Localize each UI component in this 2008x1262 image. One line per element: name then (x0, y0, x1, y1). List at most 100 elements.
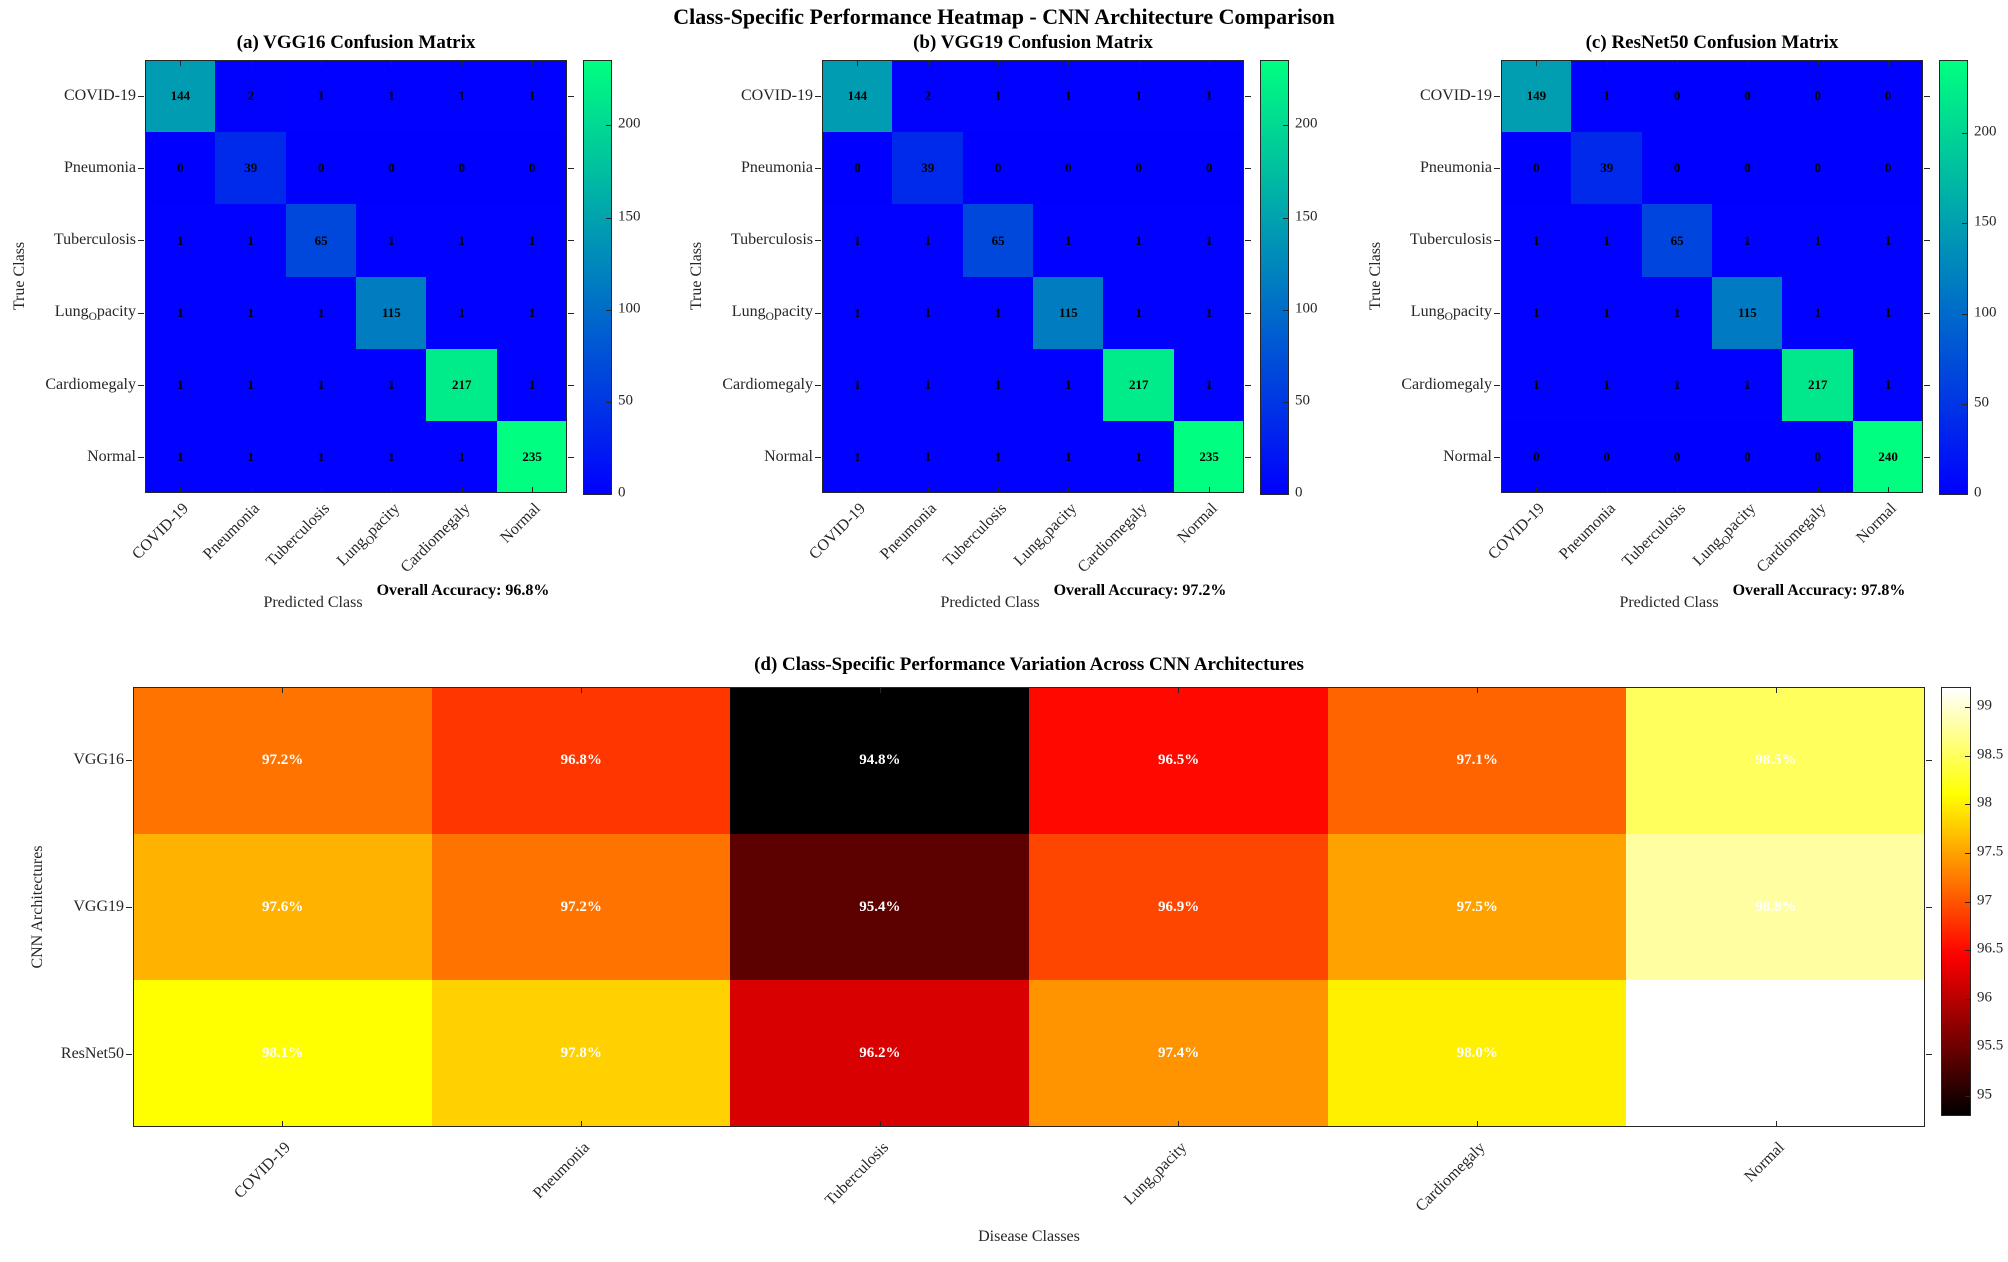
panel-a-colorbar (583, 60, 612, 495)
colorbar-tick-mark (606, 217, 611, 219)
colorbar-tick-mark (1965, 804, 1970, 806)
tick-mark (1924, 456, 1930, 458)
matrix-cell: 39 (215, 132, 287, 205)
matrix-cell: 0 (1571, 420, 1643, 494)
colorbar-tick-label: 200 (1974, 123, 1997, 140)
matrix-cell: 1 (962, 276, 1034, 350)
matrix-cell-value: 0 (317, 160, 325, 176)
panel-c-heatmap-axes: 149 1 0 0 0 0 0 39 0 0 0 0 1 1 65 1 1 1 1 1 1 115 1 1 1 1 1 1 217 1 0 0… (1494, 60, 1930, 494)
y-tick-label: Pneumonia (1420, 159, 1492, 177)
matrix-cell-value: 1 (247, 376, 254, 392)
matrix-cell: 1 (892, 420, 964, 494)
tick-mark (1494, 456, 1500, 458)
matrix-cell-value: 1 (994, 449, 1002, 465)
x-tick-label: Cardiomegaly (1074, 500, 1151, 577)
tick-mark (320, 487, 322, 493)
tick-mark (250, 487, 252, 493)
tick-mark (568, 96, 574, 98)
panel-d-x-axis-label: Disease Classes (978, 1228, 1080, 1245)
x-tick-label: LungOpacity (333, 500, 404, 570)
tick-mark (138, 168, 144, 170)
matrix-cell-value: 1 (1205, 232, 1213, 248)
colorbar-tick-label: 0 (1974, 484, 1982, 501)
matrix-cell: 1 (1033, 420, 1104, 494)
matrix-cell: 1 (1103, 204, 1175, 277)
matrix-cell-value: 1 (1603, 88, 1610, 104)
tick-mark (1924, 240, 1930, 242)
tick-mark (126, 907, 132, 908)
y-tick-label: LungOpacity (1410, 302, 1492, 323)
matrix-cell: 235 (496, 420, 568, 494)
matrix-cell-value: 0 (1065, 160, 1072, 176)
tick-mark (1887, 487, 1889, 493)
matrix-cell-value: 144 (847, 88, 868, 104)
matrix-cell: 1 (285, 420, 357, 494)
panel-c-x-axis-label: Predicted Class (1619, 594, 1719, 611)
colorbar-tick-label: 98.5 (1977, 746, 2004, 763)
matrix-cell: 1 (215, 204, 287, 277)
matrix-cell: 97.1% (1327, 687, 1627, 835)
x-tick-label: Cardiomegaly (1412, 1139, 1490, 1216)
matrix-cell: 1 (1033, 60, 1104, 133)
matrix-cell-value: 97.1% (1456, 752, 1498, 769)
matrix-cell-value: 1 (924, 376, 931, 392)
matrix-cell: 97.2% (133, 687, 433, 835)
matrix-cell-value: 1 (388, 449, 395, 465)
matrix-cell-value: 0 (1744, 160, 1751, 176)
matrix-cell: 1 (285, 60, 357, 133)
colorbar-tick-mark (1962, 223, 1967, 225)
colorbar-tick-label: 99 (1977, 697, 1992, 714)
matrix-cell: 97.6% (133, 833, 433, 981)
colorbar-tick-label: 0 (1295, 484, 1303, 501)
tick-mark (1477, 1121, 1478, 1127)
matrix-cell: 1 (1571, 204, 1643, 277)
matrix-cell-value: 0 (994, 160, 1002, 176)
matrix-cell: 144 (145, 60, 216, 133)
matrix-cell-value: 1 (1814, 304, 1821, 320)
tick-mark (138, 384, 144, 386)
matrix-cell-value: 97.8% (560, 1045, 602, 1062)
tick-mark (568, 384, 574, 386)
matrix-cell-value: 1 (854, 449, 861, 465)
matrix-cell-value: 1 (177, 304, 184, 320)
tick-mark (1926, 760, 1932, 762)
matrix-cell: 1 (1782, 276, 1854, 350)
panel-d-y-axis-label: CNN Architectures (29, 845, 46, 969)
matrix-cell: 65 (1641, 204, 1713, 277)
matrix-cell-value: 1 (1884, 376, 1892, 392)
matrix-cell-value: 96.2% (859, 1045, 901, 1062)
matrix-cell-value: 1 (177, 449, 184, 465)
matrix-cell-value: 0 (1814, 449, 1821, 465)
matrix-cell: 1 (1501, 276, 1572, 350)
matrix-cell-value: 1 (317, 304, 325, 320)
matrix-cell: 2 (215, 60, 287, 133)
matrix-cell: 1 (145, 204, 216, 277)
matrix-cell-value: 1 (1744, 232, 1751, 248)
matrix-cell-value: 1 (528, 304, 536, 320)
x-tick-label: LungOpacity (1010, 500, 1081, 570)
matrix-cell-value: 0 (1814, 160, 1821, 176)
matrix-cell: 1 (1712, 204, 1783, 277)
matrix-cell: 1 (822, 348, 893, 422)
matrix-cell-value: 0 (1205, 160, 1213, 176)
colorbar-tick-label: 95 (1977, 1086, 1992, 1103)
colorbar-tick-label: 200 (1295, 115, 1318, 132)
matrix-cell: 235 (1173, 420, 1245, 494)
tick-mark (997, 487, 999, 493)
tick-mark (1887, 60, 1889, 66)
x-tick-label: COVID-19 (1485, 500, 1549, 563)
matrix-cell: 1 (215, 420, 287, 494)
matrix-cell-value: 144 (170, 88, 191, 104)
tick-mark (1245, 96, 1251, 98)
colorbar-tick-mark (1283, 217, 1288, 219)
tick-mark (461, 487, 463, 493)
panel-c-colorbar (1939, 60, 1968, 495)
tick-mark (1178, 687, 1180, 693)
matrix-cell-value: 1 (388, 232, 395, 248)
y-tick-label: COVID-19 (741, 87, 813, 105)
matrix-cell: 144 (822, 60, 893, 133)
matrix-cell: 1 (1852, 348, 1924, 422)
x-tick-label: Normal (1174, 500, 1221, 547)
tick-mark (1817, 487, 1819, 493)
matrix-cell: 0 (822, 132, 893, 205)
